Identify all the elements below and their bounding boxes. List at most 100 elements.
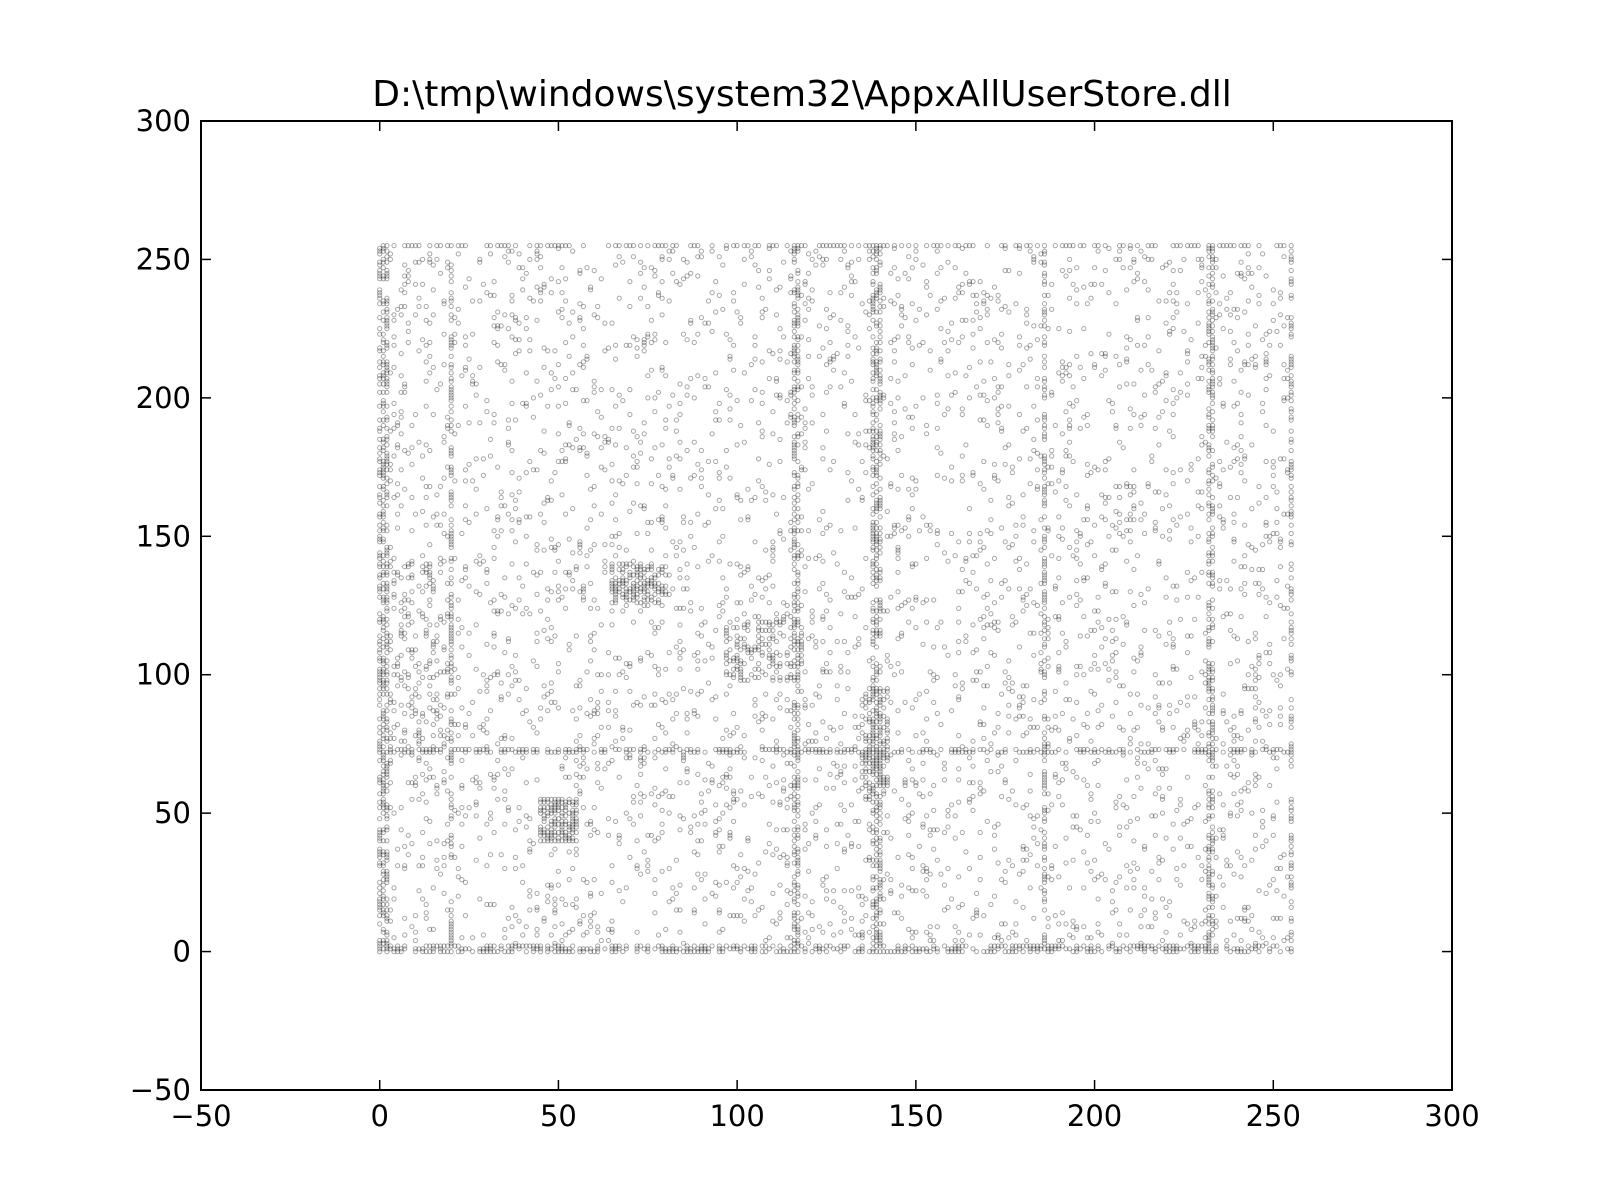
scatter-point bbox=[505, 417, 511, 423]
scatter-point bbox=[409, 924, 415, 930]
scatter-point bbox=[627, 279, 633, 285]
scatter-point bbox=[1184, 243, 1191, 249]
scatter-point bbox=[652, 331, 658, 337]
scatter-point bbox=[1213, 835, 1219, 841]
scatter-point bbox=[1163, 929, 1169, 935]
scatter-point bbox=[1059, 364, 1066, 370]
scatter-point bbox=[1220, 708, 1226, 714]
scatter-point bbox=[748, 899, 755, 905]
scatter-point bbox=[387, 943, 393, 949]
scatter-point bbox=[909, 506, 915, 512]
scatter-point bbox=[1242, 785, 1248, 791]
scatter-point bbox=[452, 807, 458, 814]
scatter-point bbox=[770, 409, 776, 415]
scatter-point bbox=[616, 774, 622, 780]
scatter-point bbox=[788, 276, 794, 282]
scatter-point bbox=[1106, 677, 1112, 683]
scatter-point bbox=[777, 348, 783, 354]
scatter-point bbox=[974, 913, 980, 919]
scatter-point bbox=[856, 818, 862, 825]
scatter-point bbox=[1109, 627, 1116, 634]
scatter-point bbox=[795, 782, 801, 789]
scatter-point bbox=[1199, 506, 1205, 512]
scatter-point bbox=[1084, 542, 1091, 548]
scatter-point bbox=[1206, 688, 1212, 694]
scatter-point bbox=[909, 345, 915, 351]
scatter-point bbox=[1006, 713, 1012, 719]
scatter-point bbox=[1088, 688, 1094, 694]
scatter-point bbox=[1149, 896, 1155, 902]
scatter-point bbox=[977, 721, 983, 728]
scatter-point bbox=[680, 519, 687, 526]
scatter-point bbox=[1041, 865, 1048, 872]
scatter-point bbox=[999, 937, 1005, 944]
scatter-point bbox=[427, 949, 433, 955]
scatter-point bbox=[1167, 619, 1173, 625]
scatter-point bbox=[798, 630, 805, 636]
scatter-point bbox=[1252, 694, 1259, 700]
scatter-point bbox=[895, 395, 901, 401]
scatter-point bbox=[584, 669, 590, 675]
scatter-point bbox=[534, 638, 540, 645]
scatter-point bbox=[788, 519, 794, 526]
scatter-point bbox=[673, 417, 680, 423]
scatter-point bbox=[1117, 724, 1123, 730]
scatter-point bbox=[709, 655, 715, 661]
scatter-point bbox=[491, 555, 497, 562]
scatter-point bbox=[1184, 569, 1191, 575]
scatter-point bbox=[1138, 650, 1144, 656]
scatter-point bbox=[716, 614, 722, 620]
scatter-point bbox=[1159, 796, 1166, 802]
scatter-point bbox=[1041, 744, 1048, 750]
scatter-point bbox=[888, 890, 894, 897]
scatter-point bbox=[1167, 899, 1173, 905]
scatter-point bbox=[423, 403, 429, 409]
scatter-point bbox=[452, 854, 458, 861]
scatter-point bbox=[691, 544, 697, 551]
scatter-point bbox=[470, 381, 476, 387]
scatter-point bbox=[630, 597, 637, 603]
scatter-point bbox=[1224, 763, 1230, 769]
scatter-point bbox=[1006, 935, 1012, 941]
scatter-point bbox=[1209, 921, 1216, 927]
scatter-point bbox=[670, 475, 676, 481]
scatter-point bbox=[498, 694, 504, 700]
scatter-point bbox=[1131, 885, 1137, 891]
scatter-point bbox=[520, 276, 526, 282]
scatter-point bbox=[1288, 705, 1294, 711]
scatter-point bbox=[1167, 428, 1173, 434]
scatter-point bbox=[952, 813, 958, 819]
scatter-point bbox=[963, 558, 969, 564]
scatter-point bbox=[577, 542, 583, 548]
scatter-point bbox=[1231, 932, 1237, 938]
scatter-point bbox=[974, 553, 980, 559]
scatter-point bbox=[981, 392, 987, 398]
scatter-point bbox=[538, 569, 544, 575]
scatter-point bbox=[566, 442, 572, 448]
scatter-point bbox=[680, 647, 687, 653]
scatter-point bbox=[1245, 251, 1251, 257]
scatter-point bbox=[1274, 888, 1280, 894]
scatter-point bbox=[1084, 633, 1091, 639]
scatter-point bbox=[813, 805, 819, 811]
scatter-point bbox=[691, 710, 697, 717]
scatter-point bbox=[845, 669, 851, 675]
scatter-point bbox=[1152, 519, 1158, 526]
scatter-point bbox=[870, 464, 876, 470]
scatter-point bbox=[788, 644, 794, 650]
scatter-point bbox=[927, 937, 933, 944]
scatter-point bbox=[1013, 899, 1019, 905]
scatter-point bbox=[1245, 686, 1251, 692]
scatter-point bbox=[416, 303, 422, 310]
scatter-point bbox=[1006, 373, 1012, 379]
scatter-point bbox=[420, 863, 426, 869]
scatter-point bbox=[852, 594, 858, 600]
scatter-point bbox=[1145, 483, 1151, 490]
scatter-point bbox=[505, 805, 511, 811]
scatter-point bbox=[927, 832, 933, 838]
scatter-point bbox=[845, 497, 851, 503]
scatter-point bbox=[1074, 733, 1080, 739]
scatter-point bbox=[891, 245, 898, 251]
scatter-point bbox=[1234, 733, 1241, 739]
scatter-point bbox=[845, 832, 851, 838]
